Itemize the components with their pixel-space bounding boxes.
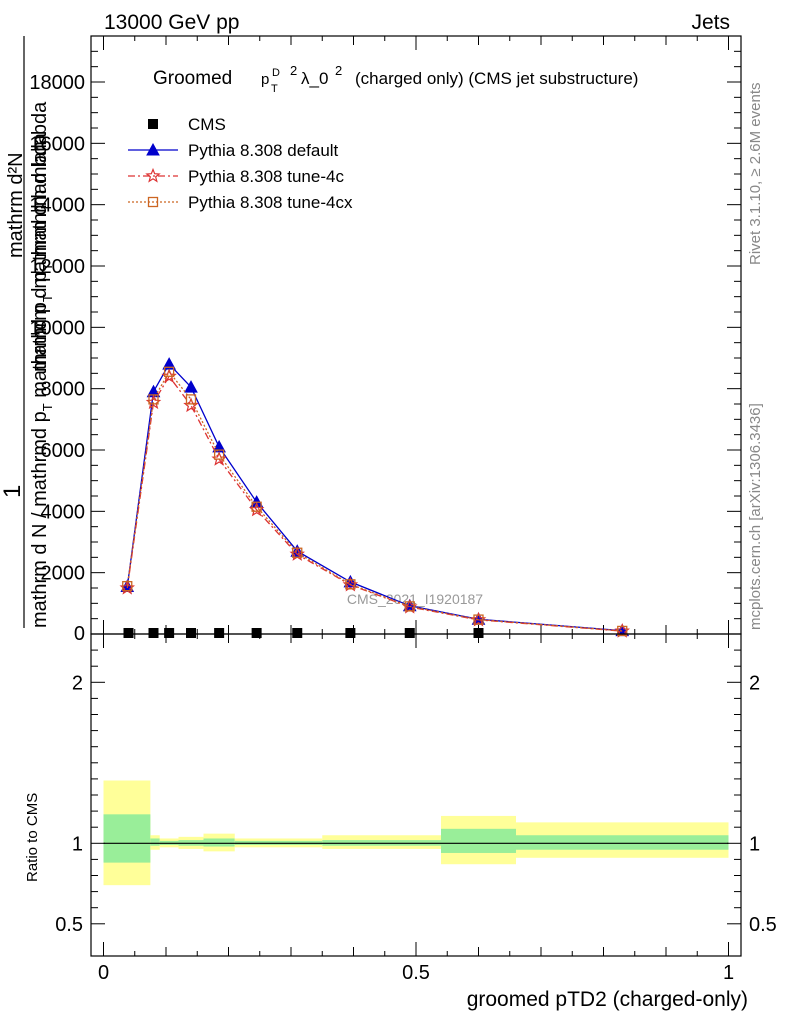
ratio-band-inner <box>150 838 160 846</box>
ratio-ytick-label-right: 2 <box>749 672 760 694</box>
main-yticks: 2000 4000 6000 8000 10000 12000 14000 16000 1800… <box>29 50 741 645</box>
point-tune4cx <box>213 449 225 460</box>
ratio-yticks: 0.5 0.5 1 1 2 2 <box>55 649 777 936</box>
title-rest-sup: 2 <box>335 63 342 78</box>
point-tune4cx <box>163 366 175 377</box>
main-ytick-label: 18000 <box>29 72 85 94</box>
main-ytick-label: 6000 <box>41 440 86 462</box>
main-ytick-label: 16000 <box>29 133 85 155</box>
legend: CMS Pythia 8.308 default Pythia 8.308 tune… <box>128 115 353 212</box>
point-cms <box>164 628 175 638</box>
point-cms <box>292 628 303 638</box>
title-rest: λ_0 <box>301 69 328 88</box>
title-sub: T <box>271 83 278 95</box>
y-axis-label-main: 1 mathrm d N / mathrmd pT mathrmd pT mat… <box>0 36 55 628</box>
point-tune4cx <box>251 501 262 512</box>
ratio-ytick-label: 1 <box>72 833 83 855</box>
mcplots-label: mcplots.cern.ch [arXiv:1306.3436] <box>747 403 764 630</box>
ratio-band-inner <box>441 828 516 853</box>
legend-label: Pythia 8.308 tune-4c <box>188 167 344 186</box>
ylabel-overlap: mathrm d pT mathrm d lambda <box>29 101 55 372</box>
ratio-band-inner <box>103 814 151 863</box>
point-cms <box>404 628 415 638</box>
point-cms <box>251 628 262 638</box>
chart-title: Groomed p D T 2 λ_0 2 (charged only) (CM… <box>153 63 638 95</box>
ratio-xtick-label: 0.5 <box>402 962 430 984</box>
ratio-bands <box>103 780 729 886</box>
header-right: Jets <box>691 11 730 34</box>
point-tune4cx <box>185 394 197 405</box>
legend-marker <box>146 142 160 156</box>
ratio-xtick-label: 0 <box>98 962 109 984</box>
main-ytick-label: 12000 <box>29 256 85 278</box>
point-cms <box>473 628 484 638</box>
legend-label: Pythia 8.308 tune-4cx <box>188 193 353 212</box>
legend-item-tune4c: Pythia 8.308 tune-4c <box>128 167 344 186</box>
legend-marker <box>148 119 158 129</box>
header-left: 13000 GeV pp <box>104 11 239 34</box>
legend-marker <box>145 167 161 183</box>
point-cms <box>214 628 225 638</box>
ratio-band-inner <box>516 835 729 850</box>
rivet-label: Rivet 3.1.10, ≥ 2.6M events <box>747 83 764 266</box>
main-panel: 2000 4000 6000 8000 10000 12000 14000 16000 1800… <box>29 35 742 645</box>
point-tune4cx <box>617 625 628 637</box>
main-ytick-label: 8000 <box>41 379 86 401</box>
main-ytick-label-zero: 0 <box>74 623 85 645</box>
point-cms <box>186 628 196 638</box>
point-tune4cx <box>404 601 415 612</box>
main-ytick-label: 14000 <box>29 195 85 217</box>
legend-item-tune4cx: Pythia 8.308 tune-4cx <box>128 193 353 212</box>
series-line-tune4c <box>126 375 623 632</box>
legend-item-cms: CMS <box>148 115 226 134</box>
ratio-xtick-label: 1 <box>723 962 734 984</box>
point-cms <box>123 628 134 638</box>
series-line-tune4cx <box>126 370 623 632</box>
series-tune4cx <box>122 366 628 637</box>
title-tail: (charged only) (CMS jet substructure) <box>355 69 638 88</box>
title-sup: D <box>272 67 280 79</box>
ratio-xticks: 0 0.5 1 <box>98 634 734 984</box>
title-p: p <box>261 71 269 88</box>
ylabel-num: mathrm d²N <box>5 152 27 258</box>
ratio-frame <box>90 633 742 957</box>
legend-label: CMS <box>188 115 226 134</box>
main-ytick-label: 4000 <box>41 501 86 523</box>
ratio-ytick-label-right: 0.5 <box>749 914 777 936</box>
point-cms <box>148 628 159 638</box>
ratio-panel: 0.5 0.51 12 2 0 0.5 1 Ratio to CMS <box>24 633 777 984</box>
ylabel-ratio: Ratio to CMS <box>24 793 41 882</box>
legend-item-default: Pythia 8.308 default <box>128 141 339 160</box>
point-tune4cx <box>292 547 303 558</box>
cms-points <box>123 628 484 638</box>
main-ytick-label: 10000 <box>29 317 85 339</box>
ratio-ytick-label: 2 <box>72 672 83 694</box>
main-series <box>119 357 631 638</box>
point-default <box>290 544 305 557</box>
legend-marker <box>147 196 159 208</box>
legend-label: Pythia 8.308 default <box>188 141 339 160</box>
point-default <box>343 574 358 588</box>
point-tune4cx <box>148 394 159 405</box>
point-cms <box>345 628 356 638</box>
ratio-ytick-label: 0.5 <box>55 914 83 936</box>
x-axis-label: groomed pTD2 (charged-only) <box>467 988 748 1011</box>
title-sq: 2 <box>290 63 297 78</box>
ylabel-one: 1 <box>0 485 26 498</box>
point-tune4cx <box>473 614 484 625</box>
ylabel-den: mathrm d N / mathrmd pT mathrmd pT mathr… <box>29 132 55 628</box>
point-tune4cx <box>345 579 356 590</box>
point-tune4cx <box>122 581 133 592</box>
title-main: Groomed <box>153 68 232 89</box>
main-ytick-label: 2000 <box>41 563 86 585</box>
ratio-band-inner <box>203 838 235 847</box>
ratio-ytick-label-right: 1 <box>749 833 760 855</box>
point-default <box>184 380 198 393</box>
